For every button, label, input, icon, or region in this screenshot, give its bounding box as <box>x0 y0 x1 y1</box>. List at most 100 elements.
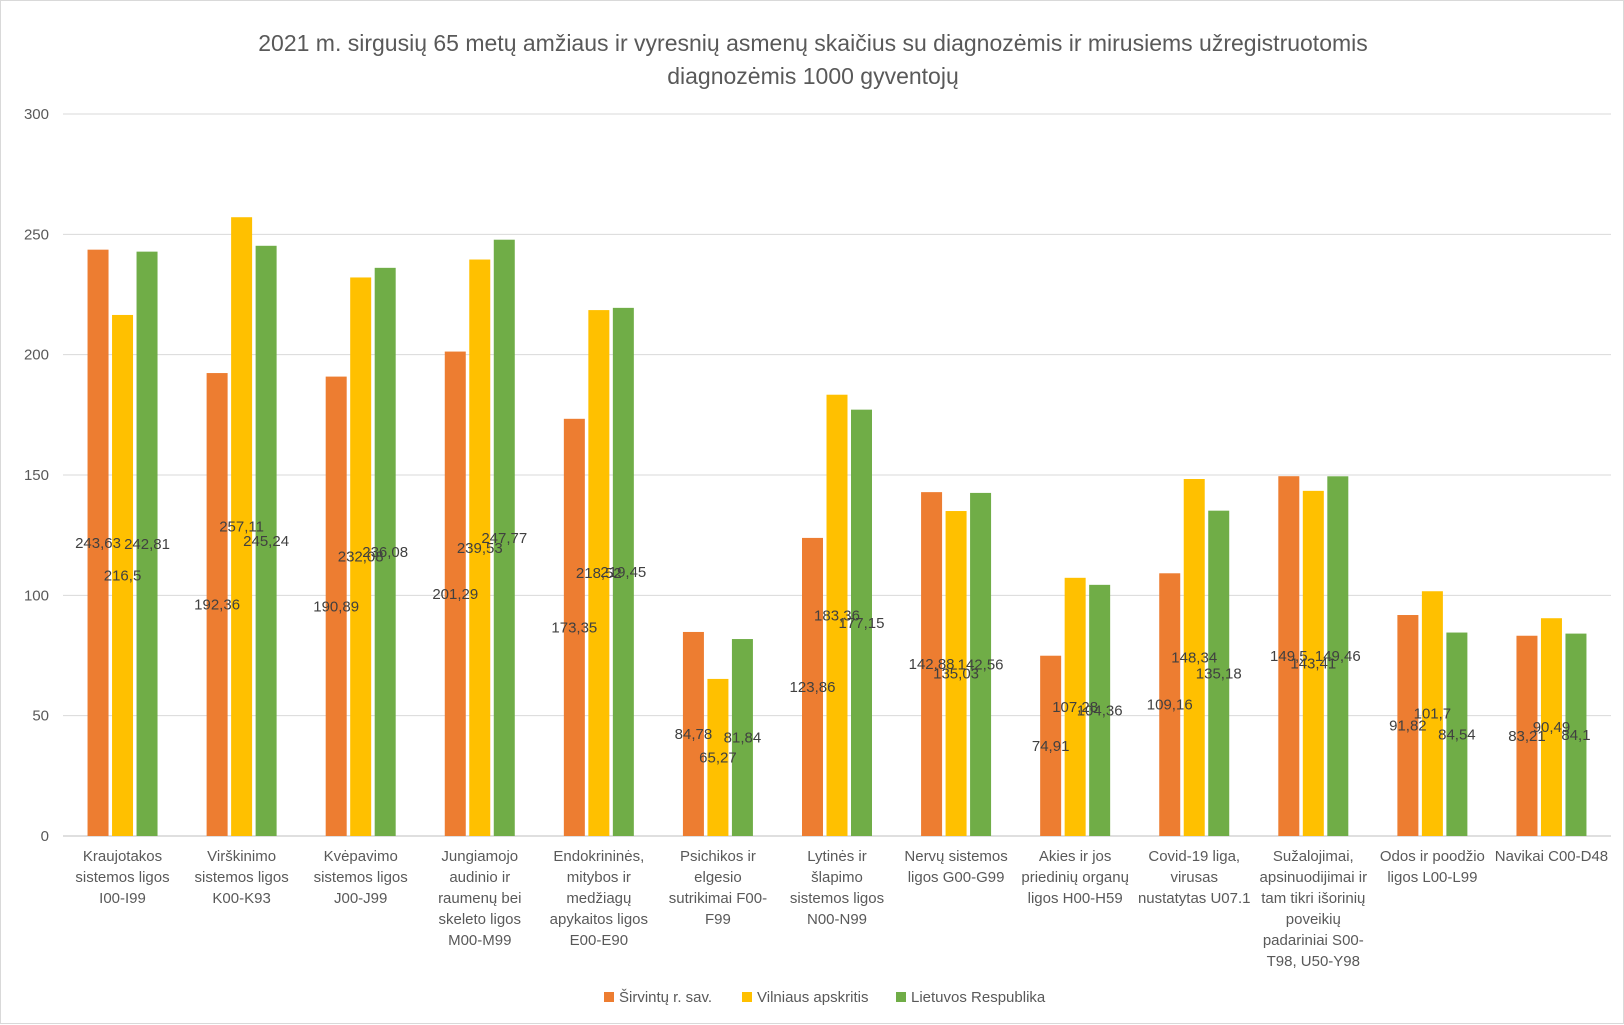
chart-title: 2021 m. sirgusių 65 metų amžiaus ir vyre… <box>258 30 1368 89</box>
x-tick-label: šlapimo <box>811 869 863 886</box>
x-tick-label: Navikai C00-D48 <box>1495 848 1608 865</box>
x-tick-label: K00-K93 <box>212 890 270 907</box>
data-label: 243,63 <box>75 535 121 552</box>
bar <box>87 249 109 836</box>
x-tick-label: sutrikimai F00- <box>669 890 767 907</box>
bar <box>1397 615 1419 836</box>
bar <box>1040 655 1062 836</box>
x-tick-label: Nervų sistemos <box>904 848 1007 865</box>
bar <box>112 314 134 836</box>
x-tick-label: skeleto ligos <box>438 911 521 928</box>
bar <box>1327 476 1349 836</box>
x-tick-label: N00-N99 <box>807 911 867 928</box>
bar <box>1540 618 1562 836</box>
data-label: 190,89 <box>313 598 359 615</box>
data-label: 183,36 <box>814 607 860 624</box>
x-tick-label: Virškinimo <box>207 848 276 865</box>
bar <box>1208 510 1230 836</box>
y-tick-label: 150 <box>24 467 49 484</box>
y-tick-label: 50 <box>32 708 49 725</box>
data-label: 148,34 <box>1171 649 1217 666</box>
x-tick-label: Psichikos ir <box>680 848 756 865</box>
x-tick-label: virusas <box>1170 869 1218 886</box>
data-label: 219,45 <box>600 564 646 581</box>
x-tick-label: mitybos ir <box>567 869 631 886</box>
bar <box>682 631 704 836</box>
bar <box>563 418 585 836</box>
legend: Širvintų r. sav. Vilniaus apskritis Lietuv… <box>604 989 1046 1006</box>
x-tick-label: Endokrininės, <box>553 848 644 865</box>
legend-label: Vilniaus apskritis <box>757 989 868 1006</box>
data-label: 142,88 <box>909 656 955 673</box>
x-axis-ticks: Kraujotakos sistemos ligos I00-I99 Virškini… <box>75 848 1608 970</box>
y-tick-label: 0 <box>41 828 49 845</box>
x-tick-label: sistemos ligos <box>314 869 408 886</box>
bar <box>1516 635 1538 836</box>
data-label: 192,36 <box>194 597 240 614</box>
x-tick-label: Akies ir jos <box>1039 848 1112 865</box>
data-label: 149,5 <box>1270 648 1308 665</box>
bar <box>1302 490 1324 836</box>
data-label: 101,7 <box>1414 706 1452 723</box>
x-tick-label: I00-I99 <box>99 890 146 907</box>
y-tick-label: 100 <box>24 587 49 604</box>
x-tick-label: nustatytas U07.1 <box>1138 890 1251 907</box>
legend-swatch <box>742 992 752 1002</box>
x-tick-label: sistemos ligos <box>75 869 169 886</box>
data-label: 123,86 <box>790 679 836 696</box>
data-label: 242,81 <box>124 536 170 553</box>
x-tick-label: F99 <box>705 911 731 928</box>
y-tick-label: 300 <box>24 106 49 123</box>
bar <box>350 277 372 836</box>
data-label: 91,82 <box>1389 718 1427 735</box>
legend-label: Širvintų r. sav. <box>619 989 712 1006</box>
data-label: 81,84 <box>724 730 762 747</box>
x-tick-label: ligos L00-L99 <box>1387 869 1477 886</box>
x-tick-label: Lytinės ir <box>807 848 866 865</box>
legend-swatch <box>896 992 906 1002</box>
x-tick-label: apsinuodijimai ir <box>1260 869 1368 886</box>
x-tick-label: ligos H00-H59 <box>1028 890 1123 907</box>
data-label: 216,5 <box>104 567 142 584</box>
bar <box>707 678 729 836</box>
data-label: 107,28 <box>1052 699 1098 716</box>
chart-title-line: diagnozėmis 1000 gyventojų <box>667 63 959 89</box>
data-label: 84,54 <box>1438 726 1476 743</box>
data-label: 135,03 <box>933 666 979 683</box>
legend-swatch <box>604 992 614 1002</box>
data-label: 109,16 <box>1147 697 1193 714</box>
x-tick-label: M00-M99 <box>448 932 511 949</box>
x-tick-label: Odos ir poodžio <box>1380 848 1485 865</box>
bar <box>1421 591 1443 836</box>
data-label: 83,21 <box>1508 728 1546 745</box>
x-tick-label: padariniai S00- <box>1263 932 1364 949</box>
x-tick-label: sistemos ligos <box>790 890 884 907</box>
x-tick-label: ligos G00-G99 <box>908 869 1005 886</box>
x-tick-label: raumenų bei <box>438 890 521 907</box>
data-label: 65,27 <box>699 749 737 766</box>
x-tick-label: apykaitos ligos <box>550 911 648 928</box>
x-tick-label: sistemos ligos <box>195 869 289 886</box>
x-tick-label: E00-E90 <box>570 932 628 949</box>
bar <box>1565 633 1587 836</box>
bar <box>1159 573 1181 836</box>
legend-label: Lietuvos Respublika <box>911 989 1046 1006</box>
data-label: 104,36 <box>1077 702 1123 719</box>
data-label: 245,24 <box>243 533 289 550</box>
bar <box>374 267 396 837</box>
data-label: 173,35 <box>551 619 597 636</box>
y-tick-label: 250 <box>24 226 49 243</box>
bar <box>921 492 943 836</box>
data-label: 90,49 <box>1533 719 1571 736</box>
bar <box>136 251 158 836</box>
x-tick-label: Kvėpavimo <box>324 848 398 865</box>
bar <box>1089 584 1111 836</box>
data-label: 177,15 <box>839 615 885 632</box>
bar <box>325 376 347 836</box>
bar <box>1064 577 1086 836</box>
x-tick-label: Jungiamojo <box>441 848 518 865</box>
x-tick-label: J00-J99 <box>334 890 387 907</box>
data-label: 247,77 <box>481 530 527 547</box>
